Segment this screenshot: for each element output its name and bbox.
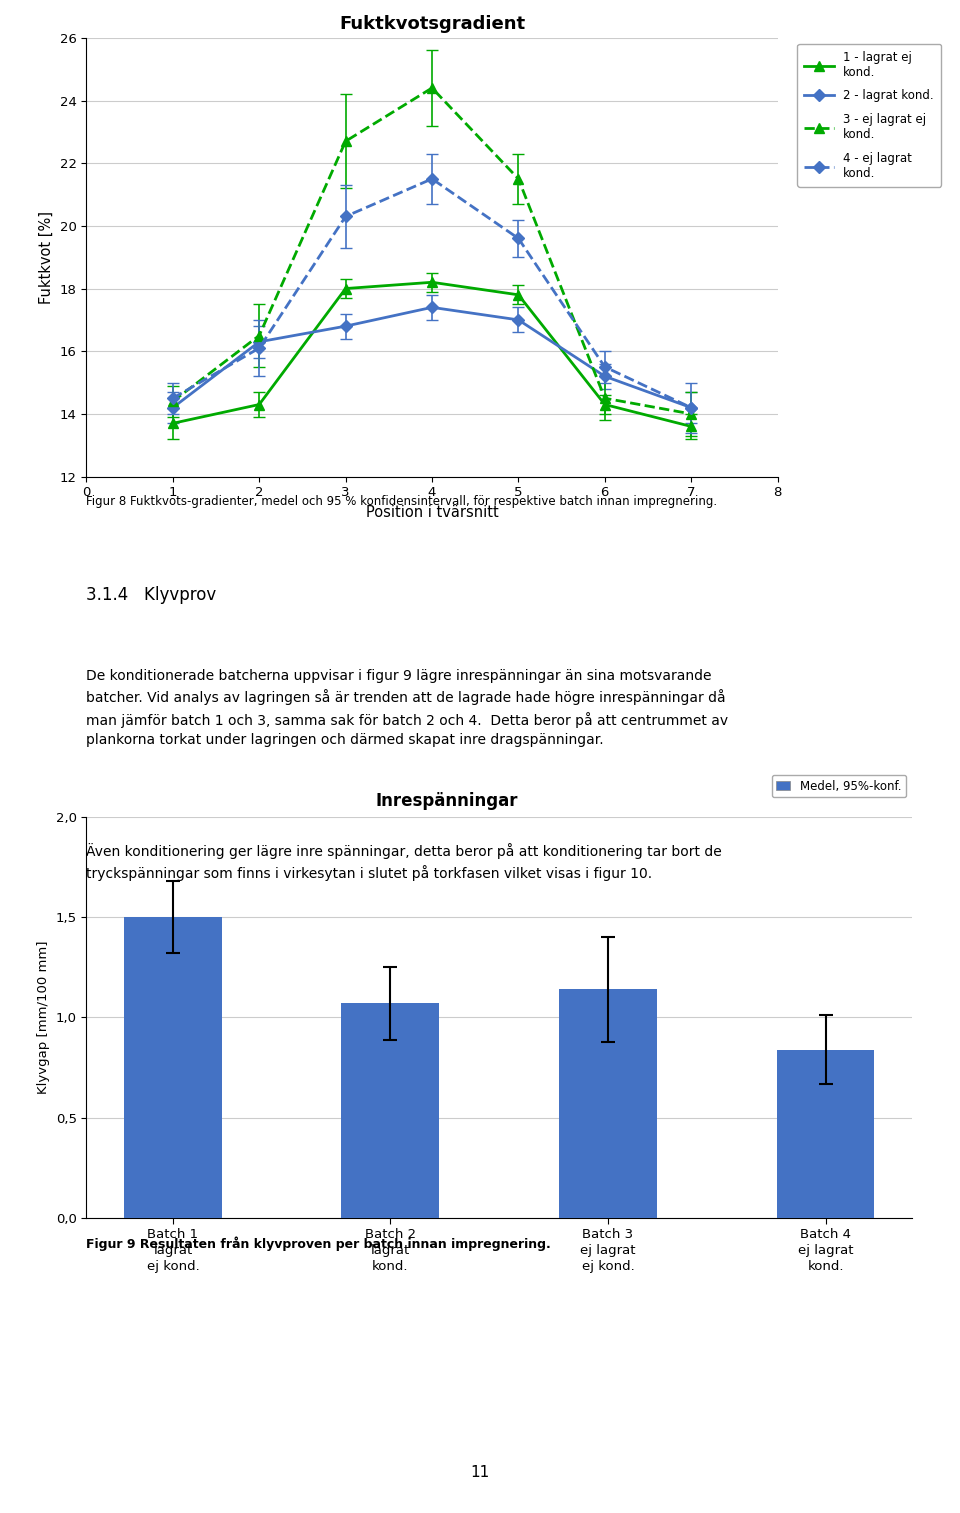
Text: Figur 9 Resultaten från klyvproven per batch innan impregnering.: Figur 9 Resultaten från klyvproven per b… — [86, 1236, 551, 1251]
X-axis label: Position i tvärsnitt: Position i tvärsnitt — [366, 505, 498, 520]
Text: De konditionerade batcherna uppvisar i figur 9 lägre inrespänningar än sina mots: De konditionerade batcherna uppvisar i f… — [86, 669, 729, 747]
Bar — [559, 990, 657, 1218]
Text: Även konditionering ger lägre inre spänningar, detta beror på att konditionering: Även konditionering ger lägre inre spänn… — [86, 843, 722, 881]
Bar — [124, 917, 222, 1218]
Text: Figur 8 Fuktkvots­gradienter, medel och 95 % konfidensintervall, för respektive : Figur 8 Fuktkvots­gradienter, medel och … — [86, 495, 717, 508]
Bar — [342, 1003, 440, 1218]
Text: 3.1.4   Klyvprov: 3.1.4 Klyvprov — [86, 586, 217, 604]
Y-axis label: Fuktkvot [%]: Fuktkvot [%] — [39, 210, 54, 304]
Y-axis label: Klyvgap [mm/100 mm]: Klyvgap [mm/100 mm] — [37, 941, 50, 1094]
Text: Inrespänningar: Inrespänningar — [375, 791, 517, 809]
Text: 11: 11 — [470, 1465, 490, 1480]
Title: Fuktkvotsgradient: Fuktkvotsgradient — [339, 15, 525, 33]
Bar — [777, 1050, 875, 1218]
Legend: 1 - lagrat ej
kond., 2 - lagrat kond., 3 - ej lagrat ej
kond., 4 - ej lagrat
kon: 1 - lagrat ej kond., 2 - lagrat kond., 3… — [798, 44, 941, 186]
Legend: Medel, 95%-konf.: Medel, 95%-konf. — [772, 775, 906, 797]
